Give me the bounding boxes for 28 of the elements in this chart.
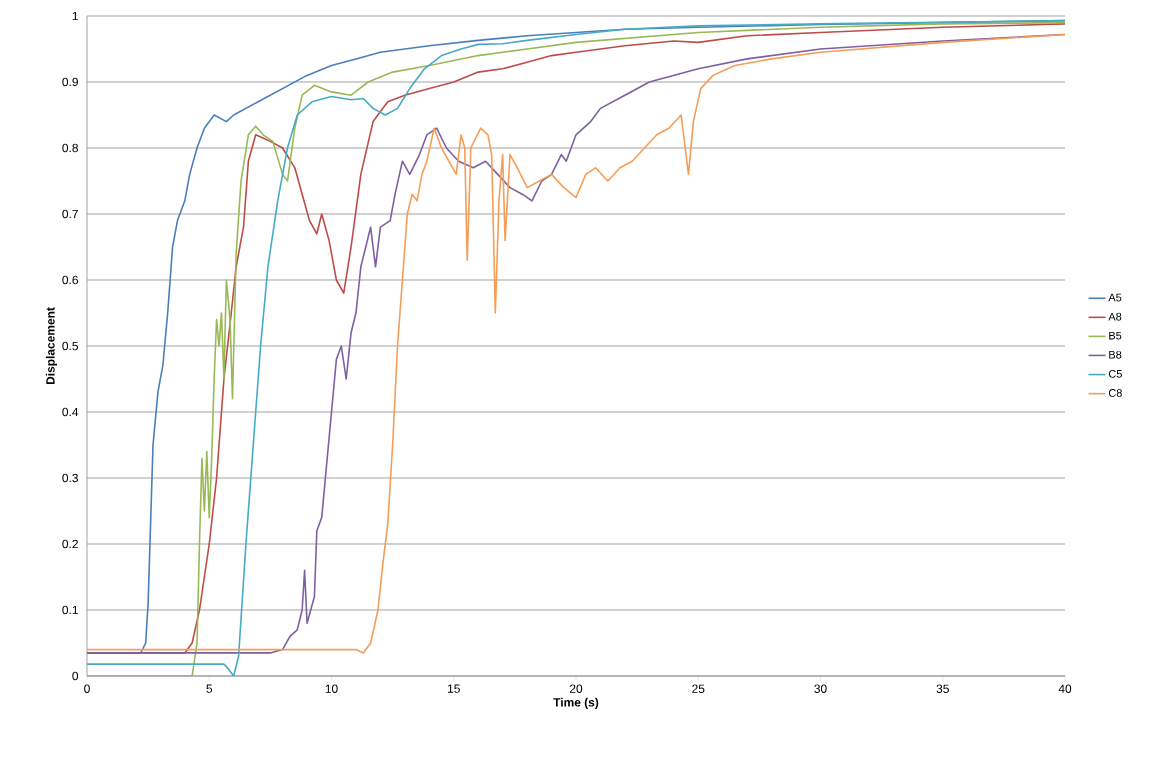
y-tick-label: 0.7 xyxy=(62,209,78,219)
y-tick-label: 0.4 xyxy=(62,407,79,417)
x-tick-label: 30 xyxy=(814,684,827,693)
x-axis-title: Time (s) xyxy=(553,697,599,709)
y-tick-label: 0.9 xyxy=(62,77,78,87)
x-tick-label: 15 xyxy=(448,684,460,693)
y-tick-label: 0.6 xyxy=(62,275,78,285)
legend-label: C8 xyxy=(1108,389,1122,397)
y-tick-label: 0 xyxy=(72,671,79,681)
y-tick-label: 0.8 xyxy=(62,143,78,153)
x-tick-label: 10 xyxy=(325,684,338,693)
x-tick-label: 25 xyxy=(692,684,705,693)
legend-label: A5 xyxy=(1108,293,1122,302)
x-tick-label: 35 xyxy=(936,684,949,693)
legend-label: A8 xyxy=(1108,312,1122,321)
y-axis-title: Displacement xyxy=(45,307,58,385)
y-tick-label: 0.3 xyxy=(62,473,78,483)
legend-label: B5 xyxy=(1109,331,1122,340)
y-tick-label: 0.1 xyxy=(62,605,78,615)
x-tick-label: 40 xyxy=(1058,684,1072,693)
x-tick-label: 0 xyxy=(84,684,90,693)
y-tick-label: 0.2 xyxy=(62,539,78,549)
legend-label: C5 xyxy=(1108,369,1122,378)
x-tick-label: 5 xyxy=(206,684,213,693)
y-tick-label: 0.5 xyxy=(62,341,78,351)
legend-label: B8 xyxy=(1109,350,1122,359)
x-tick-label: 20 xyxy=(569,684,583,693)
y-tick-label: 1 xyxy=(72,11,78,21)
